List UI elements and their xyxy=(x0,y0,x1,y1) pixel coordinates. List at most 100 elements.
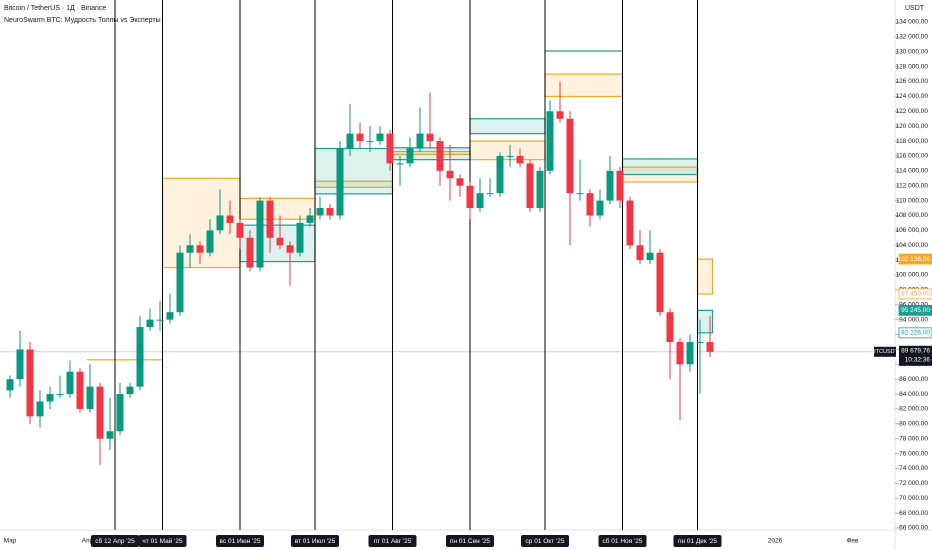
candle-body xyxy=(306,215,314,223)
candle-body xyxy=(256,200,264,268)
candle-body xyxy=(636,245,644,261)
candle-body xyxy=(176,252,184,313)
y-tick-label: 128 000,00 xyxy=(895,63,928,70)
candle-body xyxy=(6,379,14,391)
date-badge-label: пт 01 Авг '25 xyxy=(374,538,412,545)
y-tick-label: 106 000,00 xyxy=(895,227,928,234)
candle-body xyxy=(296,222,304,253)
date-badge xyxy=(598,535,647,547)
candle-body xyxy=(86,386,94,409)
candle-body xyxy=(96,386,104,439)
y-tick-label: 86 000,00 xyxy=(899,376,928,383)
y-tick-label: 78 000,00 xyxy=(899,435,928,442)
date-badge-label: сб 01 Ноя '25 xyxy=(603,537,643,545)
x-tick-label: Мар xyxy=(4,538,17,545)
date-badge xyxy=(216,535,264,547)
y-tick-label: 70 000,00 xyxy=(899,495,928,502)
date-badge-label: вс 01 Июн '25 xyxy=(220,538,261,545)
date-badge xyxy=(91,535,139,547)
candle-body xyxy=(156,319,164,321)
y-tick-label: 118 000,00 xyxy=(896,138,928,145)
candle-body xyxy=(346,133,354,149)
orange-zone xyxy=(696,258,714,295)
price-badge-label: 97 450,00 xyxy=(901,291,930,298)
y-tick-label: 132 000,00 xyxy=(895,34,928,41)
candle-body xyxy=(506,155,514,157)
candle-body xyxy=(66,371,74,395)
candle-body xyxy=(76,371,84,409)
candle-body xyxy=(456,178,464,186)
candle-body xyxy=(56,394,64,396)
candle-body xyxy=(116,394,124,432)
price-badge-label: 95 245,00 xyxy=(901,307,930,314)
price-badge xyxy=(898,288,932,300)
candle-body xyxy=(586,193,594,216)
x-tick-label: Апр xyxy=(82,538,94,545)
candle-body xyxy=(136,327,144,387)
y-tick-label: 72 000,00 xyxy=(899,480,928,487)
orange-zone xyxy=(544,73,624,98)
x-tick-label: 2026 xyxy=(768,538,783,545)
y-tick-label: 114 000,00 xyxy=(896,168,928,175)
y-tick-label: 84 000,00 xyxy=(899,391,928,398)
candle-body xyxy=(166,312,174,320)
candle-body xyxy=(616,170,624,201)
candle-body xyxy=(246,237,254,268)
candle-body xyxy=(16,349,24,380)
candle-body xyxy=(46,394,54,402)
candle-body xyxy=(416,133,424,149)
candle-body xyxy=(546,111,554,171)
candle-body xyxy=(376,133,384,142)
indicator-title: NeuroSwarm BTC: Мудрость Толпы vs Экспер… xyxy=(4,17,161,24)
candle-body xyxy=(686,341,694,365)
candle-body xyxy=(196,245,204,253)
candle-body xyxy=(556,111,564,119)
y-tick-label: 116 000,00 xyxy=(896,153,928,160)
candle-body xyxy=(696,341,704,343)
date-badge-label: пн 01 Дек '25 xyxy=(678,538,717,545)
y-tick-label: 82 000,00 xyxy=(899,406,928,413)
y-tick-label: 66 000,00 xyxy=(899,525,928,532)
date-badge xyxy=(368,535,417,547)
teal-zone xyxy=(621,158,699,176)
date-badge-label: чт 01 Май '25 xyxy=(142,537,183,545)
price-badge-label: 92 226,00 xyxy=(901,330,930,337)
candle-body xyxy=(536,170,544,209)
candle-body xyxy=(276,237,284,246)
candle-body xyxy=(186,245,194,253)
candle-body xyxy=(646,252,654,261)
countdown: 10:32:36 xyxy=(905,357,931,364)
price-badge xyxy=(898,304,932,316)
candle-body xyxy=(666,312,674,342)
x-tick-label: Фев xyxy=(846,538,859,545)
y-tick-label: 94 000,00 xyxy=(899,316,928,323)
y-tick-label: 108 000,00 xyxy=(895,212,928,219)
orange-zone xyxy=(239,197,316,220)
candle-body xyxy=(36,401,44,417)
candle-body xyxy=(566,118,574,194)
last-price-badge xyxy=(899,345,932,366)
candle-body xyxy=(436,141,444,171)
y-tick-label: 100 000,00 xyxy=(895,272,928,279)
y-tick-label: 124 000,00 xyxy=(895,93,928,100)
candle-body xyxy=(626,200,634,246)
candle-body xyxy=(596,200,604,216)
date-badge xyxy=(138,535,187,547)
candle-body xyxy=(526,163,534,209)
candle-body xyxy=(316,208,324,216)
price-badge xyxy=(898,253,932,265)
candle-body xyxy=(606,170,614,201)
candle-body xyxy=(476,193,484,209)
candle-body xyxy=(676,341,684,365)
candle-body xyxy=(366,141,374,143)
candle-body xyxy=(236,222,244,238)
date-badge-label: пн 01 Сен '25 xyxy=(450,538,491,545)
y-tick-label: 112 000,00 xyxy=(896,182,928,189)
candle-body xyxy=(206,230,214,253)
teal-zone xyxy=(469,118,546,135)
candle-body xyxy=(146,319,154,328)
candle-body xyxy=(106,431,114,439)
y-tick-label: 126 000,00 xyxy=(895,78,928,85)
y-tick-label: 130 000,00 xyxy=(895,48,928,55)
